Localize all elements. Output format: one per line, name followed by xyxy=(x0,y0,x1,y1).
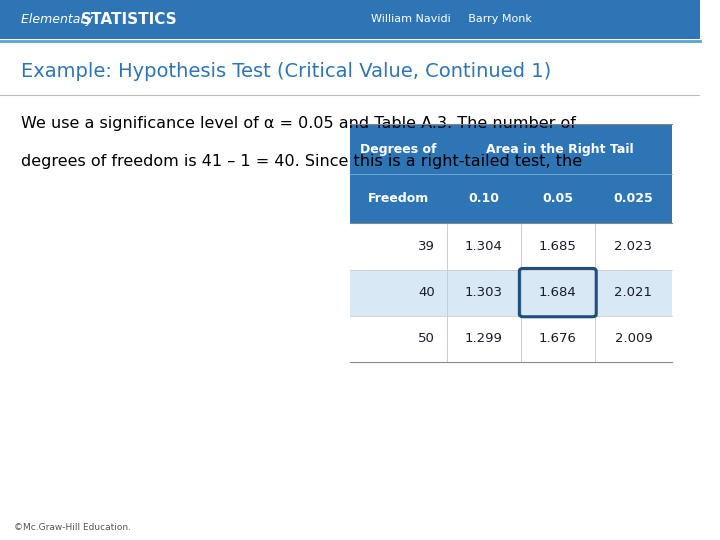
Text: 0.025: 0.025 xyxy=(613,192,653,205)
Text: Degrees of: Degrees of xyxy=(360,143,436,156)
Text: 0.10: 0.10 xyxy=(468,192,499,205)
Text: Freedom: Freedom xyxy=(368,192,429,205)
Text: 2.023: 2.023 xyxy=(614,240,652,253)
FancyBboxPatch shape xyxy=(350,174,672,224)
Text: 2.009: 2.009 xyxy=(615,332,652,345)
Text: 1.685: 1.685 xyxy=(539,240,577,253)
Text: We use a significance level of α = 0.05 and Table A.3. The number of: We use a significance level of α = 0.05 … xyxy=(21,116,576,131)
Text: 40: 40 xyxy=(418,286,435,299)
Text: 2.021: 2.021 xyxy=(614,286,652,299)
Text: 1.299: 1.299 xyxy=(465,332,503,345)
FancyBboxPatch shape xyxy=(350,124,672,174)
Text: Example: Hypothesis Test (Critical Value, Continued 1): Example: Hypothesis Test (Critical Value… xyxy=(21,62,552,81)
FancyBboxPatch shape xyxy=(0,0,700,39)
Text: 1.684: 1.684 xyxy=(539,286,577,299)
Text: 1.304: 1.304 xyxy=(465,240,503,253)
Text: William Navidi     Barry Monk: William Navidi Barry Monk xyxy=(371,15,532,24)
Text: Area in the Right Tail: Area in the Right Tail xyxy=(485,143,633,156)
Text: STATISTICS: STATISTICS xyxy=(81,12,177,27)
Text: 0.05: 0.05 xyxy=(542,192,573,205)
Text: ©Mc.Graw-Hill Education.: ©Mc.Graw-Hill Education. xyxy=(14,523,131,532)
Text: 39: 39 xyxy=(418,240,435,253)
Text: degrees of freedom is 41 – 1 = 40. Since this is a right-tailed test, the: degrees of freedom is 41 – 1 = 40. Since… xyxy=(21,154,582,169)
FancyBboxPatch shape xyxy=(350,269,672,316)
Text: 1.676: 1.676 xyxy=(539,332,577,345)
Text: Elementary: Elementary xyxy=(21,13,97,26)
Text: 1.303: 1.303 xyxy=(464,286,503,299)
FancyBboxPatch shape xyxy=(350,316,672,362)
FancyBboxPatch shape xyxy=(350,224,672,269)
Text: 50: 50 xyxy=(418,332,435,345)
